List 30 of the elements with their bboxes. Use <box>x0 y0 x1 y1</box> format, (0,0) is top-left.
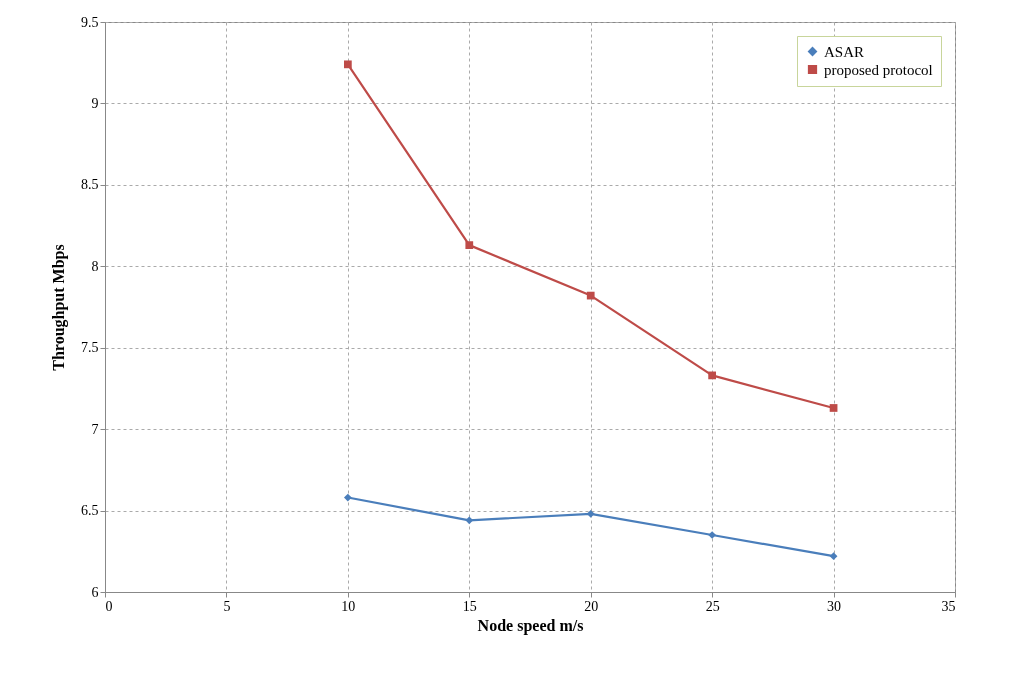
y-tick-label: 9.5 <box>81 14 99 30</box>
point <box>343 493 352 502</box>
point <box>829 404 838 412</box>
y-tick-label: 8 <box>91 258 99 274</box>
x-tick-label: 0 <box>105 598 113 614</box>
point <box>829 552 838 561</box>
point <box>586 291 595 300</box>
point <box>465 516 474 525</box>
x-tick-label: 25 <box>705 598 720 614</box>
legend-label: ASAR <box>824 43 865 60</box>
point <box>586 509 595 518</box>
y-tick-label: 6.5 <box>81 503 99 519</box>
x-tick-label: 20 <box>584 598 599 614</box>
x-tick-label: 10 <box>341 598 356 614</box>
y-tick-label: 7 <box>91 421 99 437</box>
x-tick-label: 15 <box>462 598 477 614</box>
y-tick-label: 9 <box>91 95 99 111</box>
point <box>708 531 717 539</box>
point <box>343 60 352 69</box>
y-axis-title: Throughput Mbps <box>50 244 68 371</box>
y-tick-label: 8.5 <box>81 177 99 193</box>
x-axis-title: Node speed m/s <box>477 616 584 635</box>
y-tick-label: 6 <box>91 584 99 600</box>
y-tick-label: 7.5 <box>81 340 99 356</box>
x-tick-label: 35 <box>941 598 956 614</box>
x-tick-label: 5 <box>223 598 231 614</box>
point <box>708 371 717 380</box>
x-tick-label: 30 <box>827 598 842 614</box>
point <box>465 241 474 249</box>
legend-label: proposed protocol <box>824 61 933 78</box>
